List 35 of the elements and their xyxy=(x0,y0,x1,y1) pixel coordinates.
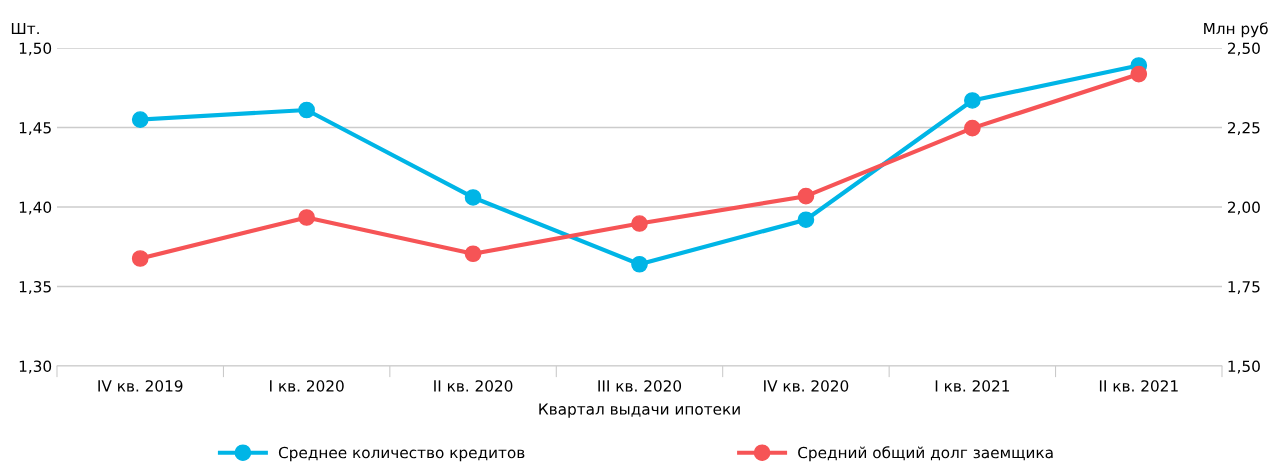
x-tick-label: IV кв. 2019 xyxy=(98,380,183,392)
point xyxy=(631,255,648,273)
point xyxy=(1130,65,1148,83)
y-tick-label: 1,30 xyxy=(19,360,52,374)
x-tick-label: II кв. 2020 xyxy=(434,380,513,392)
legend-label: Среднее количество кредитов xyxy=(278,446,525,462)
x-tick-label: I кв. 2021 xyxy=(935,380,1010,392)
y2-tick-label: 2,00 xyxy=(1227,201,1260,215)
x-tick-label: I кв. 2020 xyxy=(270,380,344,392)
point xyxy=(131,111,149,128)
point xyxy=(631,215,648,232)
point xyxy=(964,119,981,137)
point xyxy=(298,209,315,226)
x-tick-label: IV кв. 2020 xyxy=(764,380,849,392)
point xyxy=(298,101,315,119)
point xyxy=(797,211,815,229)
y-tick-label: 1,35 xyxy=(19,280,51,295)
y-tick-label: 1,45 xyxy=(19,122,51,136)
y-axis-title: Шт. xyxy=(11,22,39,35)
legend-label: Средний общий долг заемщика xyxy=(798,446,1053,462)
point xyxy=(964,92,981,109)
x-tick-label: III кв. 2020 xyxy=(598,380,682,392)
point xyxy=(464,189,482,206)
y2-tick-label: 1,50 xyxy=(1228,360,1260,374)
y2-tick-label: 2,25 xyxy=(1227,121,1260,136)
x-axis-title: Квартал выдачи ипотеки xyxy=(539,403,740,418)
y2-tick-label: 1,75 xyxy=(1228,281,1260,295)
y2-axis-title: Млн руб xyxy=(1204,22,1268,38)
y-tick-label: 1,40 xyxy=(19,201,52,215)
point xyxy=(464,245,482,263)
point xyxy=(131,250,149,267)
x-tick-label: II кв. 2021 xyxy=(1099,380,1178,392)
point xyxy=(797,187,815,205)
y2-tick-label: 2,50 xyxy=(1227,42,1260,56)
y-tick-label: 1,50 xyxy=(19,42,52,56)
